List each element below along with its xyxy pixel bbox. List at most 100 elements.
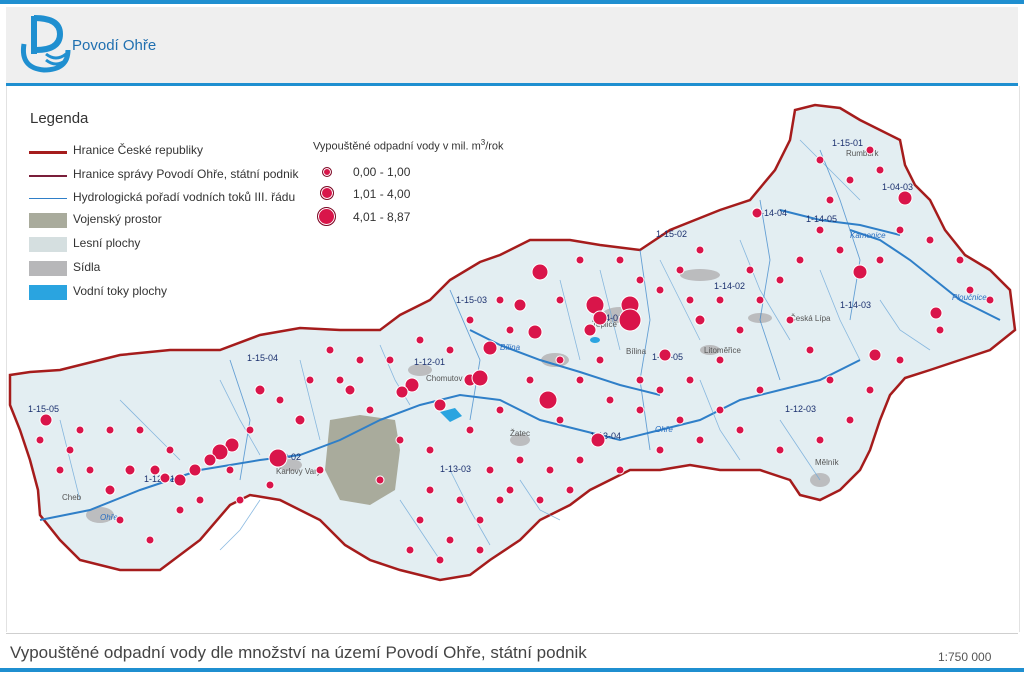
discharge-point — [435, 555, 445, 565]
legend-item-military: Vojenský prostor — [29, 212, 389, 230]
discharge-point — [655, 285, 665, 295]
discharge-point — [265, 480, 275, 490]
size-legend-title-suffix: /rok — [485, 140, 504, 153]
discharge-point — [527, 324, 543, 340]
discharge-point — [475, 545, 485, 555]
discharge-point — [245, 425, 255, 435]
discharge-point — [590, 432, 606, 448]
town-label: Bílina — [626, 347, 647, 356]
discharge-point — [535, 495, 545, 505]
discharge-point — [615, 255, 625, 265]
hydro-boundaries — [229, 149, 861, 481]
legend-swatch — [29, 237, 67, 252]
discharge-point — [925, 235, 935, 245]
discharge-point — [805, 345, 815, 355]
legend-item-water: Vodní toky plochy — [29, 284, 389, 302]
legend-swatch — [29, 285, 67, 300]
discharge-point — [775, 275, 785, 285]
discharge-point — [694, 314, 706, 326]
discharge-point — [755, 295, 765, 305]
discharge-point — [685, 295, 695, 305]
discharge-point — [149, 464, 161, 476]
river-label: Ohře — [100, 513, 118, 522]
discharge-point — [715, 295, 725, 305]
region-label: 1-15-02 — [656, 229, 687, 239]
discharge-point — [225, 465, 235, 475]
discharge-point — [445, 535, 455, 545]
discharge-point — [395, 385, 409, 399]
legend-label: Hranice České republiky — [73, 143, 204, 157]
discharge-point — [425, 485, 435, 495]
discharge-point — [395, 435, 405, 445]
discharge-point — [965, 285, 975, 295]
discharge-point — [895, 225, 905, 235]
discharge-point — [695, 245, 705, 255]
region-label: 1-04-03 — [882, 182, 913, 192]
medium-dot-icon — [320, 186, 334, 200]
discharge-point — [471, 369, 489, 387]
discharge-point — [865, 385, 875, 395]
top-accent-bar — [0, 0, 1024, 4]
discharge-point — [715, 355, 725, 365]
discharge-point — [745, 265, 755, 275]
discharge-point — [852, 264, 868, 280]
discharge-point — [635, 275, 645, 285]
river-label: Ohře — [655, 425, 673, 434]
town-label: Cheb — [62, 493, 82, 502]
discharge-point — [675, 415, 685, 425]
region-label: 1-14-05 — [806, 214, 837, 224]
bottom-accent-bar — [0, 668, 1024, 672]
river-labels: Kamenice Ploučnice Ohře Bílina Ohře — [100, 231, 987, 522]
river-label: Kamenice — [850, 231, 886, 240]
discharge-point — [865, 145, 875, 155]
discharge-point — [513, 298, 527, 312]
discharge-point — [715, 405, 725, 415]
legend-swatch — [29, 198, 67, 199]
discharge-point — [755, 385, 765, 395]
discharge-point — [203, 453, 217, 467]
town-label: Karlovy Vary — [276, 467, 321, 476]
discharge-point — [85, 465, 95, 475]
town-label: Rumburk — [846, 149, 879, 158]
legend-label: Sídla — [73, 260, 101, 274]
town-label: Žatec — [510, 429, 530, 438]
discharge-point — [935, 325, 945, 335]
town-label: Česká Lípa — [790, 314, 831, 323]
discharge-point — [455, 495, 465, 505]
discharge-point — [482, 340, 498, 356]
discharge-point — [525, 375, 535, 385]
discharge-point — [895, 355, 905, 365]
discharge-point — [495, 405, 505, 415]
discharge-point — [575, 455, 585, 465]
legend-swatch — [29, 151, 67, 154]
region-label: 1-15-01 — [832, 138, 863, 148]
discharge-point — [897, 190, 913, 206]
legend-item-settlements: Sídla — [29, 260, 389, 278]
discharge-point — [531, 263, 549, 281]
region-label: 1-14-01 — [592, 313, 623, 323]
region-label: 1-13-04 — [590, 431, 621, 441]
legend-swatch — [29, 175, 67, 177]
discharge-point — [224, 437, 240, 453]
discharge-point — [365, 405, 375, 415]
discharge-point — [785, 315, 795, 325]
discharge-point — [415, 515, 425, 525]
discharge-point — [425, 445, 435, 455]
discharge-point — [505, 485, 515, 495]
discharge-point — [815, 435, 825, 445]
discharge-point — [875, 255, 885, 265]
discharge-point — [475, 515, 485, 525]
discharge-point — [445, 345, 455, 355]
town-label: Mělník — [815, 458, 840, 467]
size-legend-large: 4,01 - 8,87 — [315, 207, 495, 229]
size-legend-label: 0,00 - 1,00 — [353, 165, 411, 179]
discharge-point — [815, 155, 825, 165]
discharge-point — [495, 495, 505, 505]
discharge-point — [658, 348, 672, 362]
discharge-point — [955, 255, 965, 265]
discharge-point — [735, 325, 745, 335]
discharge-point — [173, 473, 187, 487]
legend-swatch — [29, 213, 67, 228]
legend-label: Hranice správy Povodí Ohře, státní podni… — [73, 167, 299, 181]
discharge-point — [515, 455, 525, 465]
